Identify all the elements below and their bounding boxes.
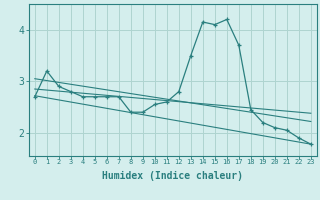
X-axis label: Humidex (Indice chaleur): Humidex (Indice chaleur) xyxy=(102,171,243,181)
